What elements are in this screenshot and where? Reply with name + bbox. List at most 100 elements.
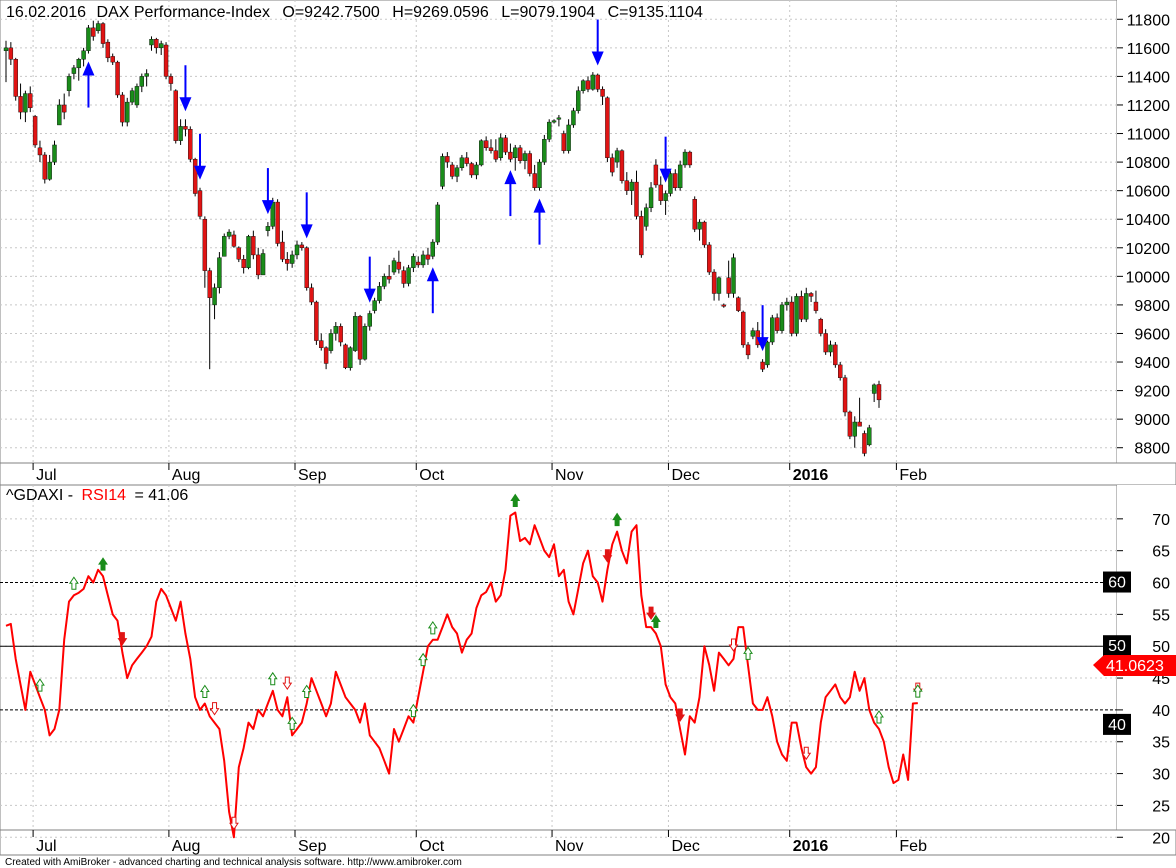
price-tick-label: 11200 — [1127, 98, 1170, 115]
candle-body — [23, 93, 28, 113]
candle-body — [430, 241, 435, 257]
date-label: Dec — [671, 467, 699, 484]
rsi-tick-label: 65 — [1152, 544, 1170, 561]
candle-body — [158, 43, 164, 49]
header-symbol-name: DAX Performance-Index — [97, 4, 270, 21]
candle-body — [779, 304, 785, 331]
candle-body — [367, 313, 372, 327]
candle-body — [479, 140, 484, 166]
candle-body — [624, 180, 629, 191]
rsi-sell-marker — [117, 632, 128, 646]
sell-arrow-head — [363, 288, 376, 303]
candle-body — [765, 341, 770, 366]
candle-body — [648, 187, 654, 208]
candle-body — [842, 377, 848, 413]
candle-body — [178, 126, 183, 141]
candle-body — [731, 257, 736, 294]
candle-body — [416, 261, 421, 266]
price-tick-label: 9800 — [1134, 298, 1170, 315]
candle-body — [95, 23, 101, 31]
price-tick-label: 10000 — [1126, 269, 1171, 286]
candle-body — [289, 254, 295, 264]
date-label: Jul — [36, 838, 56, 855]
candle-body — [66, 76, 72, 91]
rsi-tick-label: 70 — [1152, 512, 1170, 529]
candle-body — [721, 304, 726, 307]
candle-body — [71, 67, 77, 74]
buy-arrow-head — [82, 61, 95, 76]
rsi-buy-marker — [199, 684, 210, 699]
candle-body — [420, 254, 426, 266]
candle-body — [207, 270, 212, 298]
candle-body — [382, 276, 387, 287]
candle-body — [168, 76, 174, 84]
candle-body — [687, 151, 693, 166]
price-tick-label: 10400 — [1126, 212, 1171, 229]
candle-body — [707, 244, 712, 273]
candle-body — [508, 151, 513, 160]
candle-body — [105, 41, 111, 59]
price-tick-label: 11800 — [1127, 12, 1170, 29]
header-high: H=9269.0596 — [392, 4, 489, 21]
candle-body — [590, 74, 596, 90]
candle-body — [464, 157, 469, 164]
rsi-tick-label: 35 — [1152, 735, 1170, 752]
candle-body — [493, 150, 499, 160]
candle-body — [677, 164, 683, 188]
rsi-current-value-label: 41.0623 — [1106, 658, 1164, 675]
candle-body — [668, 173, 673, 194]
candle-body — [682, 151, 688, 166]
price-tick-label: 10600 — [1126, 184, 1171, 201]
buy-arrow-head — [426, 267, 439, 282]
candle-body — [32, 116, 38, 146]
header-open: O=9242.7500 — [282, 4, 380, 21]
candle-body — [28, 93, 33, 109]
rsi-sell-marker — [282, 676, 293, 691]
date-label: Nov — [555, 467, 583, 484]
candle-body — [386, 276, 392, 280]
candle-body — [275, 201, 280, 244]
rsi-buy-marker — [743, 646, 753, 660]
rsi-buy-marker — [35, 678, 45, 692]
rsi-level-tag — [1103, 713, 1131, 735]
candle-body — [663, 193, 668, 201]
candle-body — [183, 126, 188, 130]
candle-body — [154, 39, 159, 49]
date-label: Oct — [419, 838, 444, 855]
candle-body — [76, 59, 81, 69]
candle-body — [813, 301, 819, 311]
rsi-buy-marker — [427, 620, 438, 635]
date-label: Aug — [172, 838, 200, 855]
price-tick-label: 10200 — [1126, 241, 1171, 258]
candle-body — [488, 147, 494, 151]
candle-body — [357, 316, 363, 360]
candle-body — [503, 137, 508, 153]
candle-body — [115, 61, 120, 96]
candle-body — [280, 241, 285, 260]
rsi-pane[interactable] — [0, 484, 1118, 831]
rsi-buy-marker — [98, 557, 108, 571]
candle-body — [18, 96, 23, 113]
candle-body — [285, 259, 290, 264]
candle-body — [838, 364, 843, 378]
price-tick-label: 10800 — [1126, 155, 1171, 172]
candle-body — [527, 153, 532, 174]
candle-body — [862, 433, 867, 454]
signal-arrows — [82, 19, 769, 352]
rsi-tick-label: 60 — [1152, 576, 1170, 593]
rsi-markers — [35, 493, 923, 831]
candle-body — [163, 44, 169, 77]
candle-body — [857, 421, 862, 427]
candle-body — [125, 101, 130, 123]
rsi-tick-label: 40 — [1152, 703, 1170, 720]
buy-arrow-head — [533, 198, 546, 213]
candle-body — [202, 219, 208, 271]
candle-body — [580, 80, 586, 91]
candle-body — [144, 73, 149, 77]
date-label: Nov — [555, 838, 583, 855]
header-low: L=9079.1904 — [501, 4, 595, 21]
candle-body — [231, 234, 237, 247]
date-label: 2016 — [793, 467, 829, 484]
candle-body — [741, 311, 746, 346]
